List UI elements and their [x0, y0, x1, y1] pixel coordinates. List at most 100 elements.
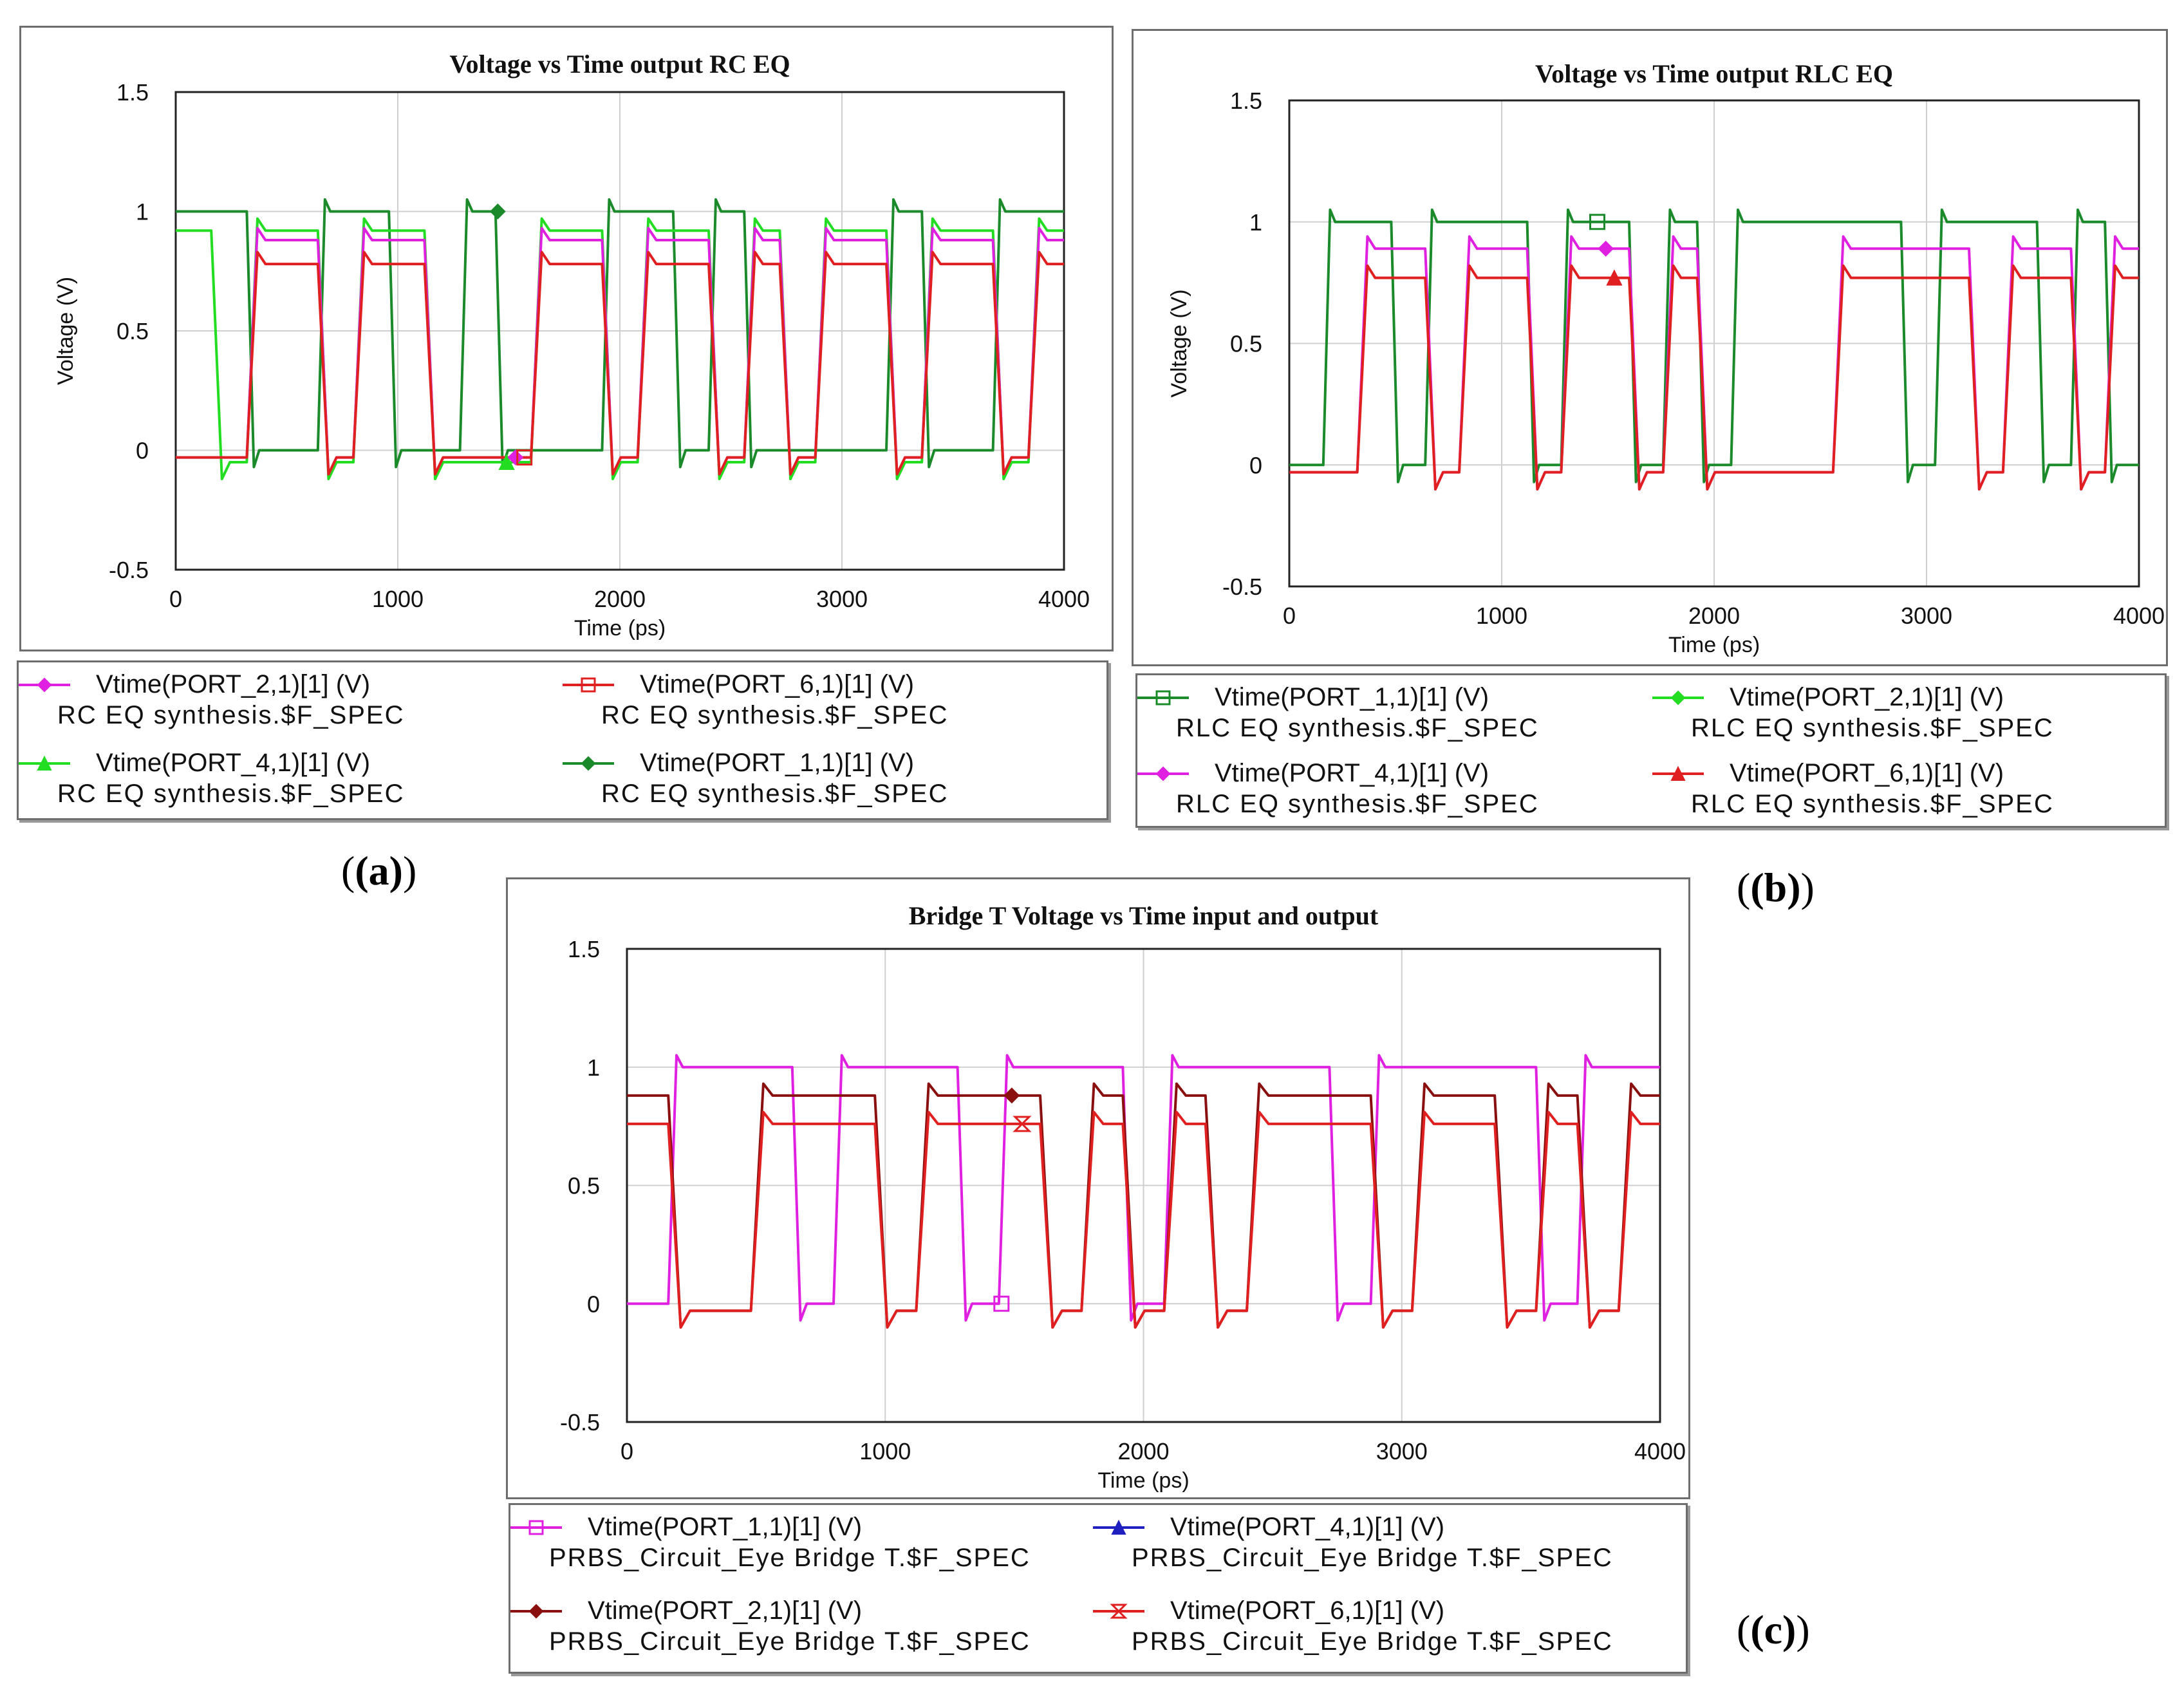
chart-c-series-line: [627, 1110, 1660, 1329]
chart-a-xtick-label: 4000: [1038, 586, 1090, 612]
legend-series-name: Vtime(PORT_4,1)[1] (V): [96, 749, 371, 777]
chart-a-ytick-label: 1: [136, 199, 149, 225]
chart-c-ytick-label: -0.5: [560, 1409, 600, 1436]
chart-c-xlabel: Time (ps): [1097, 1468, 1189, 1493]
legend-marker-square: [528, 1520, 544, 1535]
chart-b-series-marker: [1589, 214, 1605, 230]
legend-symbol: [19, 677, 70, 693]
chart-b-xlabel: Time (ps): [1668, 633, 1760, 657]
chart-a-series-marker: [516, 449, 533, 466]
chart-c-ytick-label: 0: [587, 1291, 600, 1317]
chart-a-xtick-label: 3000: [816, 586, 868, 612]
legend-series-name: Vtime(PORT_1,1)[1] (V): [640, 749, 915, 777]
legend-marker-triangle: [37, 755, 52, 771]
chart-b-plot-area: [1288, 99, 2140, 588]
chart-c-series-marker: [1013, 1116, 1032, 1132]
legend-symbol: [563, 756, 614, 771]
legend-item: Vtime(PORT_4,1)[1] (V) RC EQ synthesis.$F…: [19, 747, 405, 809]
chart-a-ylabel: Voltage (V): [53, 277, 78, 385]
chart-a-xlabel: Time (ps): [574, 616, 666, 641]
legend-symbol: [1093, 1604, 1144, 1619]
legend-a: Vtime(PORT_2,1)[1] (V) RC EQ synthesis.$F…: [17, 660, 1108, 820]
chart-b-xtick-label: 4000: [2113, 603, 2165, 629]
legend-item: Vtime(PORT_6,1)[1] (V) RLC EQ synthesis.$…: [1652, 758, 2054, 819]
legend-symbol: [510, 1520, 562, 1535]
chart-panel-c: Bridge T Voltage vs Time input and outpu…: [506, 877, 1690, 1499]
legend-symbol: [1137, 690, 1189, 706]
legend-series-name: Vtime(PORT_6,1)[1] (V): [640, 670, 915, 698]
legend-series-source: RLC EQ synthesis.$F_SPEC: [1176, 790, 1539, 818]
chart-c-series-marker: [993, 1295, 1010, 1312]
figure-label-c: ((c)): [1737, 1607, 1810, 1652]
legend-b: Vtime(PORT_1,1)[1] (V) RLC EQ synthesis.$…: [1135, 673, 2167, 828]
chart-c-xtick-label: 1000: [859, 1438, 911, 1464]
chart-b-ytick-label: -0.5: [1222, 574, 1262, 600]
chart-c-ytick-label: 1: [587, 1054, 600, 1081]
legend-marker-triangle: [1111, 1519, 1126, 1535]
legend-series-name: Vtime(PORT_2,1)[1] (V): [1730, 683, 2004, 711]
chart-c-ytick-label: 1.5: [568, 936, 600, 962]
chart-a-svg: Voltage vs Time output RC EQ 0 1000 2000 300…: [53, 50, 1090, 641]
legend-marker-diamond: [1155, 766, 1171, 781]
chart-b-ytick-label: 0.5: [1230, 331, 1262, 357]
chart-c-series-line: [627, 1054, 1660, 1322]
chart-a-xtick-label: 2000: [594, 586, 646, 612]
chart-panel-b: Voltage vs Time output RLC EQ 0 1000 2000 30…: [1132, 29, 2168, 666]
legend-series-source: RLC EQ synthesis.$F_SPEC: [1691, 714, 2054, 742]
legend-marker-diamond: [1670, 690, 1686, 706]
legend-series-name: Vtime(PORT_6,1)[1] (V): [1730, 759, 2004, 787]
legend-series-name: Vtime(PORT_1,1)[1] (V): [588, 1513, 863, 1541]
legend-series-source: RC EQ synthesis.$F_SPEC: [57, 701, 405, 729]
legend-marker-triangle: [1670, 765, 1686, 781]
legend-symbol: [19, 755, 70, 771]
legend-series-source: PRBS_Circuit_Eye Bridge T.$F_SPEC: [1132, 1544, 1613, 1572]
chart-a-series-marker: [489, 203, 506, 220]
chart-a-ytick-label: 1.5: [117, 79, 149, 106]
chart-c-ytick-label: 0.5: [568, 1173, 600, 1199]
legend-series-name: Vtime(PORT_2,1)[1] (V): [588, 1596, 863, 1625]
chart-b-ytick-label: 0: [1249, 452, 1262, 478]
legend-item: Vtime(PORT_1,1)[1] (V) RLC EQ synthesis.$…: [1137, 682, 1539, 744]
legend-c: Vtime(PORT_1,1)[1] (V) PRBS_Circuit_Eye B…: [509, 1503, 1688, 1674]
chart-a-series-marker: [507, 449, 524, 466]
legend-series-source: RC EQ synthesis.$F_SPEC: [601, 780, 949, 808]
legend-item: Vtime(PORT_6,1)[1] (V) RC EQ synthesis.$F…: [563, 669, 949, 731]
legend-item: Vtime(PORT_6,1)[1] (V) PRBS_Circuit_Eye B…: [1093, 1595, 1613, 1657]
chart-c-xtick-label: 2000: [1117, 1438, 1169, 1464]
chart-b-xtick-label: 2000: [1688, 603, 1740, 629]
chart-c-xtick-label: 0: [621, 1438, 633, 1464]
legend-marker-square: [1155, 690, 1171, 706]
legend-series-source: RC EQ synthesis.$F_SPEC: [601, 701, 949, 729]
chart-c-xtick-label: 3000: [1376, 1438, 1428, 1464]
chart-a-plot-area: [174, 91, 1065, 571]
chart-b-series-line: [1289, 264, 2139, 491]
chart-a-ytick-label: -0.5: [109, 557, 149, 583]
chart-b-xtick-label: 3000: [1901, 603, 1952, 629]
chart-b-ytick-label: 1: [1249, 209, 1262, 236]
legend-marker-diamond: [528, 1604, 544, 1619]
chart-b-title: Voltage vs Time output RLC EQ: [1535, 59, 1893, 88]
chart-a-xtick-label: 0: [169, 586, 182, 612]
legend-symbol: [1652, 690, 1704, 706]
legend-symbol: [563, 677, 614, 693]
chart-c-title: Bridge T Voltage vs Time input and outpu…: [909, 901, 1379, 930]
legend-symbol: [1093, 1519, 1144, 1535]
chart-b-xtick-label: 1000: [1476, 603, 1527, 629]
chart-a-series-line: [176, 250, 1064, 476]
chart-panel-a: Voltage vs Time output RC EQ 0 1000 2000 300…: [19, 26, 1114, 651]
chart-b-series-marker: [1606, 269, 1623, 286]
legend-series-source: RLC EQ synthesis.$F_SPEC: [1691, 790, 2054, 818]
legend-marker-diamond: [581, 756, 596, 771]
legend-marker-diamond: [37, 677, 52, 693]
chart-c-series-marker: [1003, 1087, 1020, 1104]
chart-b-series-line: [1289, 208, 2139, 483]
chart-b-svg: Voltage vs Time output RLC EQ 0 1000 2000 30…: [1167, 59, 2165, 657]
chart-a-series-line: [176, 198, 1064, 469]
legend-marker-hourglass: [1110, 1604, 1128, 1619]
legend-series-name: Vtime(PORT_6,1)[1] (V): [1170, 1596, 1445, 1625]
legend-series-name: Vtime(PORT_4,1)[1] (V): [1170, 1513, 1445, 1541]
legend-series-source: PRBS_Circuit_Eye Bridge T.$F_SPEC: [549, 1544, 1031, 1572]
chart-a-title: Voltage vs Time output RC EQ: [449, 50, 790, 79]
legend-series-name: Vtime(PORT_1,1)[1] (V): [1215, 683, 1489, 711]
legend-symbol: [510, 1604, 562, 1619]
